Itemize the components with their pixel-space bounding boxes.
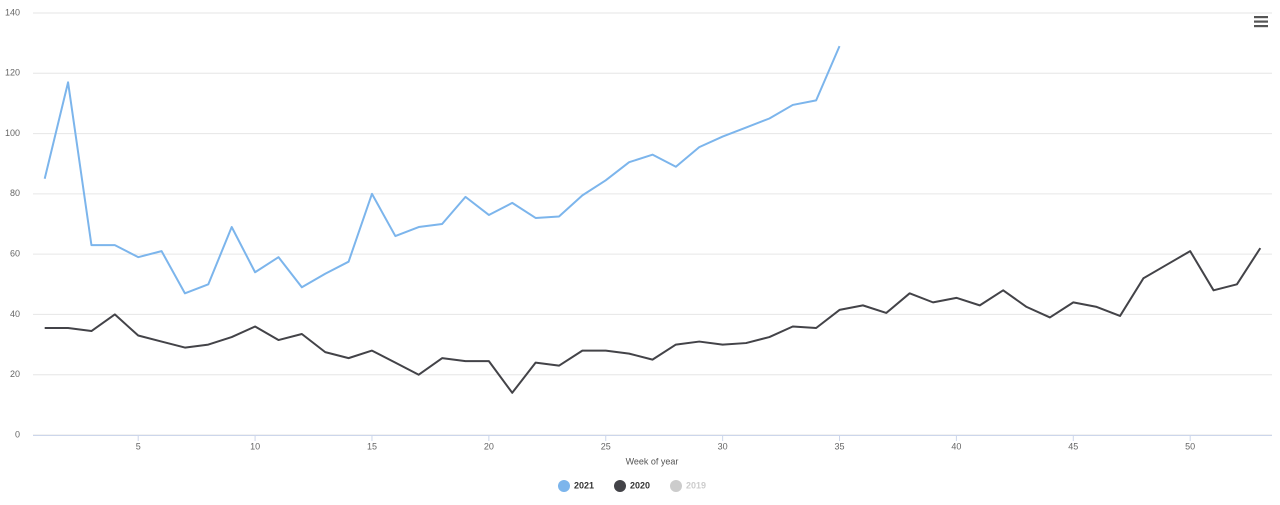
x-tick-label: 20 xyxy=(484,441,494,451)
legend-symbol xyxy=(670,480,682,492)
legend-item[interactable]: 2021 xyxy=(558,480,594,492)
legend-label: 2019 xyxy=(686,480,706,490)
series-line xyxy=(44,247,1262,394)
x-tick-label: 50 xyxy=(1185,441,1195,451)
x-tick-label: 10 xyxy=(250,441,260,451)
x-tick-label: 35 xyxy=(835,441,845,451)
y-tick-label: 60 xyxy=(10,249,20,259)
y-tick-label: 80 xyxy=(10,188,20,198)
menu-bar xyxy=(1254,16,1268,19)
legend-item[interactable]: 2019 xyxy=(670,480,706,492)
legend-symbol xyxy=(614,480,626,492)
x-tick-label: 40 xyxy=(951,441,961,451)
legend-item[interactable]: 2020 xyxy=(614,480,650,492)
y-tick-label: 20 xyxy=(10,369,20,379)
legend-symbol xyxy=(558,480,570,492)
x-axis-title: Week of year xyxy=(626,456,679,466)
x-tick-label: 25 xyxy=(601,441,611,451)
x-tick-label: 15 xyxy=(367,441,377,451)
x-tick-label: 30 xyxy=(718,441,728,451)
x-tick-label: 45 xyxy=(1068,441,1078,451)
legend-label: 2021 xyxy=(574,480,594,490)
series-line xyxy=(43,45,841,295)
y-tick-label: 0 xyxy=(15,429,20,439)
x-tick-label: 5 xyxy=(136,441,141,451)
y-tick-label: 40 xyxy=(10,309,20,319)
menu-bar xyxy=(1254,20,1268,23)
legend-label: 2020 xyxy=(630,480,650,490)
y-tick-label: 120 xyxy=(5,68,20,78)
menu-button[interactable] xyxy=(1254,16,1268,28)
y-tick-label: 140 xyxy=(5,7,20,17)
menu-bar xyxy=(1254,25,1268,28)
y-tick-label: 100 xyxy=(5,128,20,138)
